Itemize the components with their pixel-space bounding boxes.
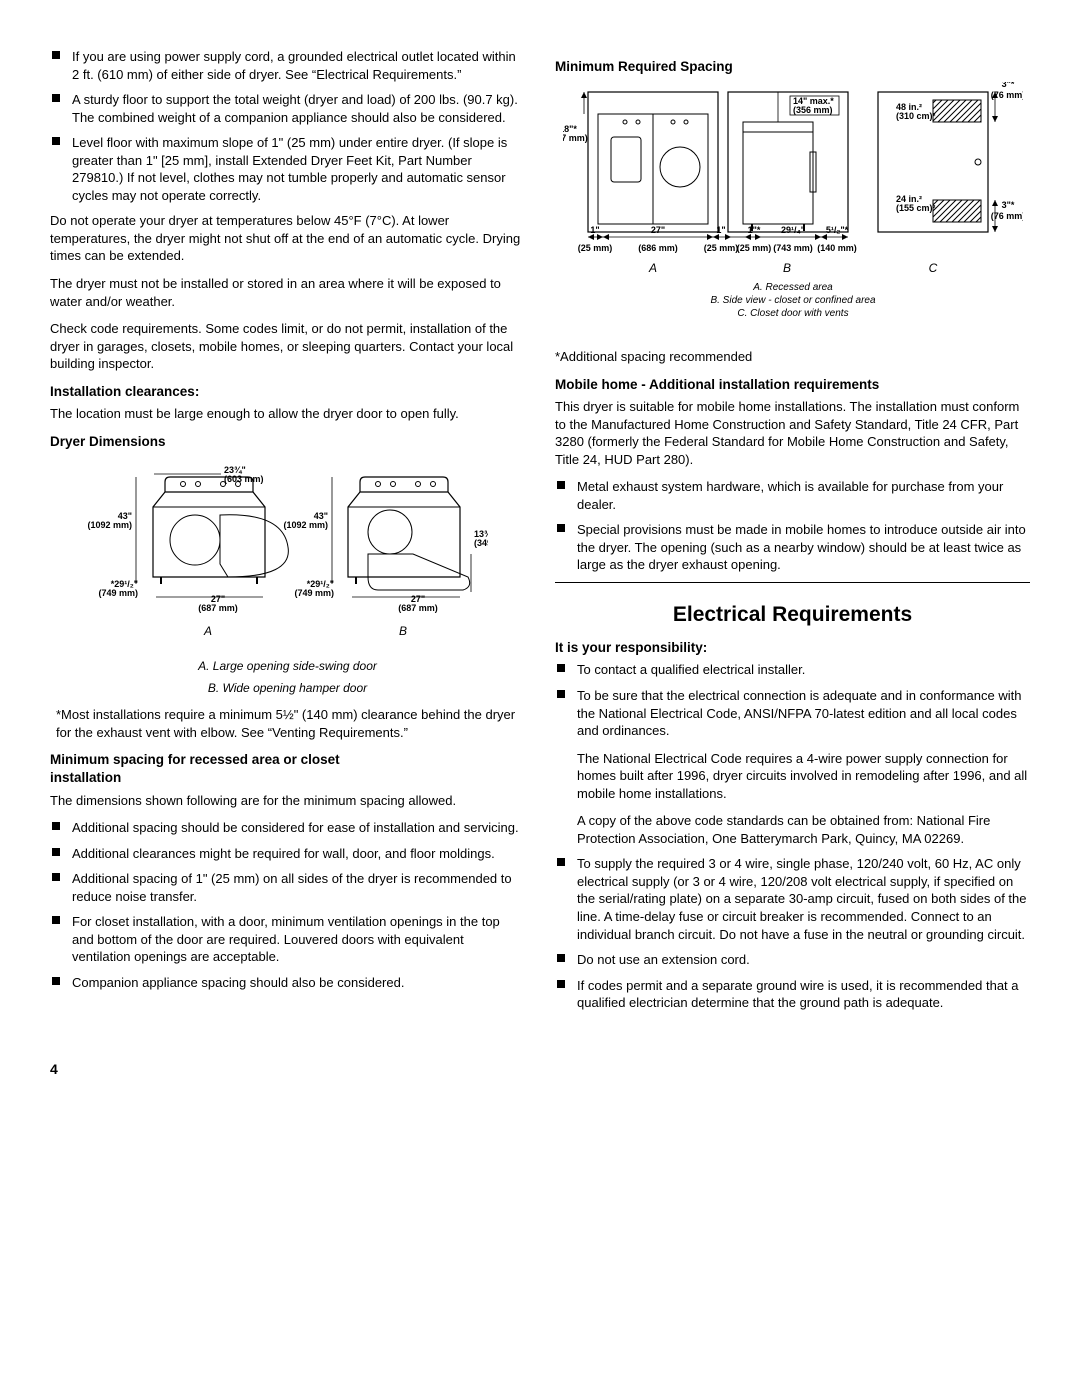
section-divider: Electrical Requirements	[555, 582, 1030, 629]
svg-text:27": 27"	[650, 225, 664, 235]
svg-text:A: A	[647, 261, 656, 275]
list-item: Level floor with maximum slope of 1" (25…	[50, 134, 525, 204]
svg-text:B. Side view - closet or confi: B. Side view - closet or confined area	[710, 295, 876, 306]
svg-text:(310 cm)²: (310 cm)²	[896, 111, 936, 121]
svg-text:5¹/₂"*: 5¹/₂"*	[825, 225, 848, 235]
svg-text:(457 mm): (457 mm)	[563, 133, 588, 143]
svg-text:A. Recessed area: A. Recessed area	[752, 282, 833, 293]
min-required-spacing-heading: Minimum Required Spacing	[555, 58, 1030, 76]
svg-text:C: C	[928, 261, 937, 275]
min-spacing-heading: Minimum spacing for recessed area or clo…	[50, 751, 370, 787]
right-column: Minimum Required Spacing	[555, 48, 1030, 1020]
svg-text:(76 mm): (76 mm)	[990, 211, 1022, 221]
svg-text:3"*: 3"*	[1001, 200, 1014, 210]
svg-text:(25 mm): (25 mm)	[703, 243, 738, 253]
svg-text:(749 mm): (749 mm)	[98, 588, 138, 598]
list-item: Additional spacing of 1" (25 mm) on all …	[50, 870, 525, 905]
list-item: For closet installation, with a door, mi…	[50, 913, 525, 966]
svg-text:(356 mm): (356 mm)	[793, 105, 833, 115]
page-number: 4	[50, 1060, 1030, 1079]
min-spacing-text: The dimensions shown following are for t…	[50, 792, 525, 810]
spacing-diagram: 18"* (457 mm) 14" max.* (356 mm)	[555, 82, 1030, 342]
svg-text:B: B	[398, 624, 406, 638]
codes-paragraph: Check code requirements. Some codes limi…	[50, 320, 525, 373]
temperature-paragraph: Do not operate your dryer at temperature…	[50, 212, 525, 265]
list-item: To contact a qualified electrical instal…	[555, 661, 1030, 679]
list-item: If codes permit and a separate ground wi…	[555, 977, 1030, 1012]
svg-text:(603 mm): (603 mm)	[224, 474, 264, 484]
list-item: Metal exhaust system hardware, which is …	[555, 478, 1030, 513]
list-item: Companion appliance spacing should also …	[50, 974, 525, 992]
svg-text:(749 mm): (749 mm)	[294, 588, 334, 598]
water-weather-paragraph: The dryer must not be installed or store…	[50, 275, 525, 310]
mobile-bullet-list: Metal exhaust system hardware, which is …	[555, 478, 1030, 574]
svg-text:C. Closet door with vents: C. Closet door with vents	[737, 308, 848, 319]
list-item: To be sure that the electrical connectio…	[555, 687, 1030, 847]
svg-text:A: A	[202, 624, 211, 638]
mobile-home-text: This dryer is suitable for mobile home i…	[555, 398, 1030, 468]
list-item: To supply the required 3 or 4 wire, sing…	[555, 855, 1030, 943]
list-item: Additional spacing should be considered …	[50, 819, 525, 837]
diagram-caption-a: A. Large opening side-swing door	[50, 658, 525, 674]
svg-text:(687 mm): (687 mm)	[398, 603, 438, 613]
svg-text:(25 mm): (25 mm)	[736, 243, 771, 253]
diagram-caption-b: B. Wide opening hamper door	[50, 680, 525, 696]
svg-text:(349 mm): (349 mm)	[474, 538, 488, 548]
electrical-requirements-heading: Electrical Requirements	[555, 601, 1030, 629]
svg-text:1"*: 1"*	[747, 225, 760, 235]
list-item: If you are using power supply cord, a gr…	[50, 48, 525, 83]
dryer-dimensions-heading: Dryer Dimensions	[50, 433, 525, 451]
list-item: Special provisions must be made in mobil…	[555, 521, 1030, 574]
svg-text:B: B	[782, 261, 790, 275]
svg-text:3"*: 3"*	[1001, 82, 1014, 89]
electrical-bullet-list: To contact a qualified electrical instal…	[555, 661, 1030, 1011]
mobile-home-heading: Mobile home - Additional installation re…	[555, 376, 1030, 394]
svg-text:(686 mm): (686 mm)	[638, 243, 678, 253]
list-item-subparagraph: The National Electrical Code requires a …	[577, 750, 1030, 803]
installation-clearances-heading: Installation clearances:	[50, 383, 525, 401]
dryer-dimensions-diagram: 23¾" (603 mm) 43" (1092 mm) *29¹/₂" (749…	[50, 457, 525, 652]
list-item: Do not use an extension cord.	[555, 951, 1030, 969]
svg-text:1": 1"	[590, 225, 599, 235]
svg-text:(1092 mm): (1092 mm)	[88, 520, 132, 530]
intro-bullet-list: If you are using power supply cord, a gr…	[50, 48, 525, 204]
left-column: If you are using power supply cord, a gr…	[50, 48, 525, 1020]
svg-text:29¹/₄": 29¹/₄"	[780, 225, 804, 235]
list-item-text: To be sure that the electrical connectio…	[577, 688, 1021, 738]
list-item: A sturdy floor to support the total weig…	[50, 91, 525, 126]
list-item-subparagraph: A copy of the above code standards can b…	[577, 812, 1030, 847]
svg-text:1": 1"	[716, 225, 725, 235]
vent-note: *Most installations require a minimum 5½…	[50, 706, 525, 741]
two-column-layout: If you are using power supply cord, a gr…	[50, 48, 1030, 1020]
svg-text:(743 mm): (743 mm)	[773, 243, 813, 253]
svg-text:(1092 mm): (1092 mm)	[283, 520, 328, 530]
list-item: Additional clearances might be required …	[50, 845, 525, 863]
responsibility-heading: It is your responsibility:	[555, 639, 1030, 657]
svg-text:(155 cm)²: (155 cm)²	[896, 203, 936, 213]
additional-spacing-note: *Additional spacing recommended	[555, 348, 1030, 366]
clearances-text: The location must be large enough to all…	[50, 405, 525, 423]
svg-text:(25 mm): (25 mm)	[577, 243, 612, 253]
spacing-bullet-list: Additional spacing should be considered …	[50, 819, 525, 991]
svg-text:(140 mm): (140 mm)	[817, 243, 857, 253]
svg-text:(687 mm): (687 mm)	[198, 603, 238, 613]
